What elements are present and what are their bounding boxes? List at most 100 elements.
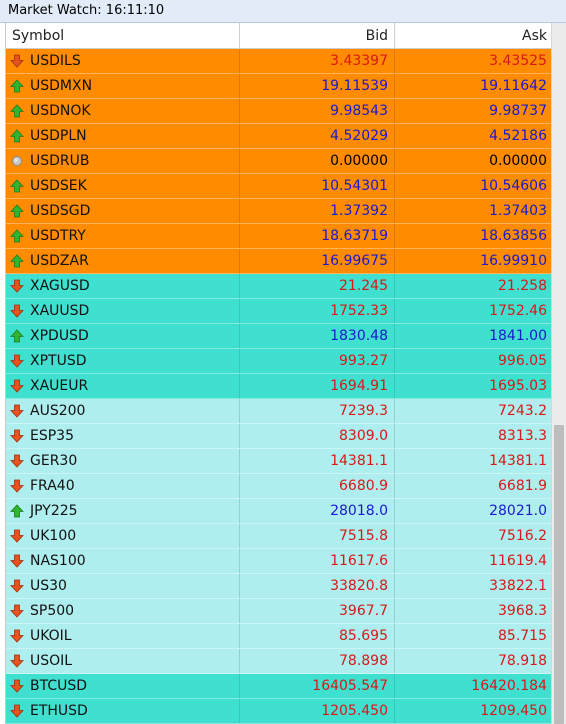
arrow-up-icon: [10, 104, 24, 118]
column-header-symbol[interactable]: Symbol: [6, 23, 240, 48]
table-header: Symbol Bid Ask: [6, 23, 551, 49]
table-row[interactable]: XPTUSD 993.27 996.05: [6, 349, 551, 374]
bid-value: 11617.6: [330, 553, 388, 569]
ask-cell: 21.258: [395, 274, 551, 298]
bid-value: 16.99675: [321, 253, 388, 269]
table-row[interactable]: UK100 7515.8 7516.2: [6, 524, 551, 549]
symbol-cell: XAUUSD: [6, 299, 240, 323]
ask-cell: 10.54606: [395, 174, 551, 198]
table-row[interactable]: UKOIL 85.695 85.715: [6, 624, 551, 649]
table-row[interactable]: USDSGD 1.37392 1.37403: [6, 199, 551, 224]
bid-value: 4.52029: [330, 128, 388, 144]
arrow-down-icon: [10, 479, 24, 493]
table-row[interactable]: GER30 14381.1 14381.1: [6, 449, 551, 474]
bid-value: 9.98543: [330, 103, 388, 119]
table-row[interactable]: FRA40 6680.9 6681.9: [6, 474, 551, 499]
ask-cell: 16420.184: [395, 674, 551, 698]
arrow-down-icon: [10, 604, 24, 618]
arrow-down-icon: [10, 304, 24, 318]
ask-value: 16.99910: [480, 253, 547, 269]
table-row[interactable]: ESP35 8309.0 8313.3: [6, 424, 551, 449]
table-row[interactable]: USDILS 3.43397 3.43525: [6, 49, 551, 74]
table-row[interactable]: USDMXN 19.11539 19.11642: [6, 74, 551, 99]
symbol-label: UK100: [30, 528, 77, 544]
table-row[interactable]: BTCUSD 16405.547 16420.184: [6, 674, 551, 699]
ask-value: 1752.46: [489, 303, 547, 319]
ask-value: 7516.2: [498, 528, 547, 544]
bid-cell: 7239.3: [240, 399, 395, 423]
symbol-cell: SP500: [6, 599, 240, 623]
table-row[interactable]: USDRUB 0.00000 0.00000: [6, 149, 551, 174]
symbol-cell: ESP35: [6, 424, 240, 448]
arrow-up-icon: [10, 179, 24, 193]
ask-cell: 14381.1: [395, 449, 551, 473]
symbol-cell: USDSEK: [6, 174, 240, 198]
symbol-label: XAUEUR: [30, 378, 89, 394]
table-row[interactable]: ETHUSD 1205.450 1209.450: [6, 699, 551, 724]
ask-value: 6681.9: [498, 478, 547, 494]
table-row[interactable]: USDSEK 10.54301 10.54606: [6, 174, 551, 199]
table-row[interactable]: USDNOK 9.98543 9.98737: [6, 99, 551, 124]
window-titlebar[interactable]: Market Watch: 16:11:10: [0, 0, 566, 23]
symbol-label: XAGUSD: [30, 278, 90, 294]
bid-value: 14381.1: [330, 453, 388, 469]
table-row[interactable]: AUS200 7239.3 7243.2: [6, 399, 551, 424]
ask-value: 1841.00: [489, 328, 547, 344]
ask-value: 3.43525: [489, 53, 547, 69]
arrow-down-icon: [10, 279, 24, 293]
arrow-up-icon: [10, 129, 24, 143]
ask-value: 1695.03: [489, 378, 547, 394]
table-row[interactable]: USDZAR 16.99675 16.99910: [6, 249, 551, 274]
column-header-bid[interactable]: Bid: [240, 23, 395, 48]
symbol-label: SP500: [30, 603, 75, 619]
bid-value: 28018.0: [330, 503, 388, 519]
symbol-cell: USDMXN: [6, 74, 240, 98]
table-row[interactable]: USOIL 78.898 78.918: [6, 649, 551, 674]
ask-value: 10.54606: [480, 178, 547, 194]
ask-cell: 0.00000: [395, 149, 551, 173]
table-row[interactable]: USDTRY 18.63719 18.63856: [6, 224, 551, 249]
symbol-cell: UKOIL: [6, 624, 240, 648]
table-row[interactable]: XAUUSD 1752.33 1752.46: [6, 299, 551, 324]
arrow-down-icon: [10, 579, 24, 593]
bid-value: 78.898: [339, 653, 388, 669]
symbol-label: USDMXN: [30, 78, 93, 94]
vertical-scrollbar[interactable]: [551, 23, 566, 724]
table-row[interactable]: XPDUSD 1830.48 1841.00: [6, 324, 551, 349]
bid-cell: 33820.8: [240, 574, 395, 598]
table-row[interactable]: XAGUSD 21.245 21.258: [6, 274, 551, 299]
bid-value: 1752.33: [330, 303, 388, 319]
table-row[interactable]: SP500 3967.7 3968.3: [6, 599, 551, 624]
bid-value: 21.245: [339, 278, 388, 294]
scrollbar-thumb[interactable]: [554, 425, 564, 724]
ask-cell: 11619.4: [395, 549, 551, 573]
symbol-cell: UK100: [6, 524, 240, 548]
table-row[interactable]: NAS100 11617.6 11619.4: [6, 549, 551, 574]
bid-value: 1694.91: [330, 378, 388, 394]
ask-value: 996.05: [498, 353, 547, 369]
bid-cell: 78.898: [240, 649, 395, 673]
bid-cell: 1.37392: [240, 199, 395, 223]
column-header-ask[interactable]: Ask: [522, 27, 547, 44]
arrow-down-icon: [10, 704, 24, 718]
symbol-label: USDSEK: [30, 178, 87, 194]
symbol-cell: XAUEUR: [6, 374, 240, 398]
symbol-label: AUS200: [30, 403, 86, 419]
bid-cell: 6680.9: [240, 474, 395, 498]
table-row[interactable]: USDPLN 4.52029 4.52186: [6, 124, 551, 149]
ask-value: 21.258: [498, 278, 547, 294]
symbol-label: JPY225: [30, 503, 78, 519]
ask-cell: 16.99910: [395, 249, 551, 273]
ask-cell: 1752.46: [395, 299, 551, 323]
table-row[interactable]: JPY225 28018.0 28021.0: [6, 499, 551, 524]
arrow-up-icon: [10, 329, 24, 343]
ask-value: 7243.2: [498, 403, 547, 419]
symbol-label: NAS100: [30, 553, 86, 569]
symbol-cell: USDPLN: [6, 124, 240, 148]
table-row[interactable]: XAUEUR 1694.91 1695.03: [6, 374, 551, 399]
arrow-down-icon: [10, 554, 24, 568]
ask-value: 11619.4: [489, 553, 547, 569]
symbol-label: USDRUB: [30, 153, 90, 169]
table-row[interactable]: US30 33820.8 33822.1: [6, 574, 551, 599]
ask-cell: 7243.2: [395, 399, 551, 423]
